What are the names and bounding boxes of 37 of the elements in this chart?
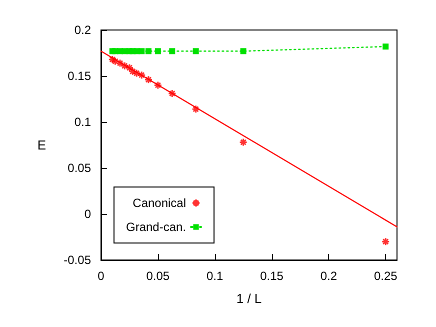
y-tick-label: 0.15 <box>68 69 92 83</box>
y-tick-label: 0 <box>84 207 92 221</box>
legend-label: Canonical <box>132 196 186 210</box>
point <box>116 58 124 68</box>
x-tick-label: 0.05 <box>146 269 170 283</box>
point <box>110 57 120 66</box>
point <box>192 48 199 54</box>
point <box>154 48 161 54</box>
point <box>240 48 246 54</box>
point <box>168 89 176 98</box>
y-tick-label: 0.1 <box>74 115 92 129</box>
point <box>382 44 389 50</box>
point <box>137 70 146 80</box>
point <box>154 80 162 90</box>
point <box>144 75 153 84</box>
y-tick-label: 0.05 <box>68 161 92 175</box>
point <box>120 62 129 70</box>
point <box>125 63 134 72</box>
point <box>109 48 116 54</box>
legend-label: Grand-can. <box>126 220 186 234</box>
x-tick-label: 0.15 <box>260 269 284 283</box>
point <box>192 104 200 114</box>
x-tick-label: 0 <box>98 269 105 283</box>
x-axis-title: 1 / L <box>236 291 262 306</box>
y-tick-label: -0.05 <box>64 253 92 267</box>
y-axis-title: E <box>37 138 46 152</box>
point <box>128 67 137 76</box>
x-tick-label: 0.1 <box>206 269 224 283</box>
x-tick-label: 0.2 <box>320 269 338 283</box>
point <box>239 138 248 146</box>
point <box>108 55 117 64</box>
point <box>381 237 390 246</box>
point <box>132 68 141 78</box>
point <box>145 48 152 54</box>
y-tick-label: 0.2 <box>74 23 92 37</box>
point <box>169 48 176 54</box>
x-tick-label: 0.25 <box>374 269 398 283</box>
